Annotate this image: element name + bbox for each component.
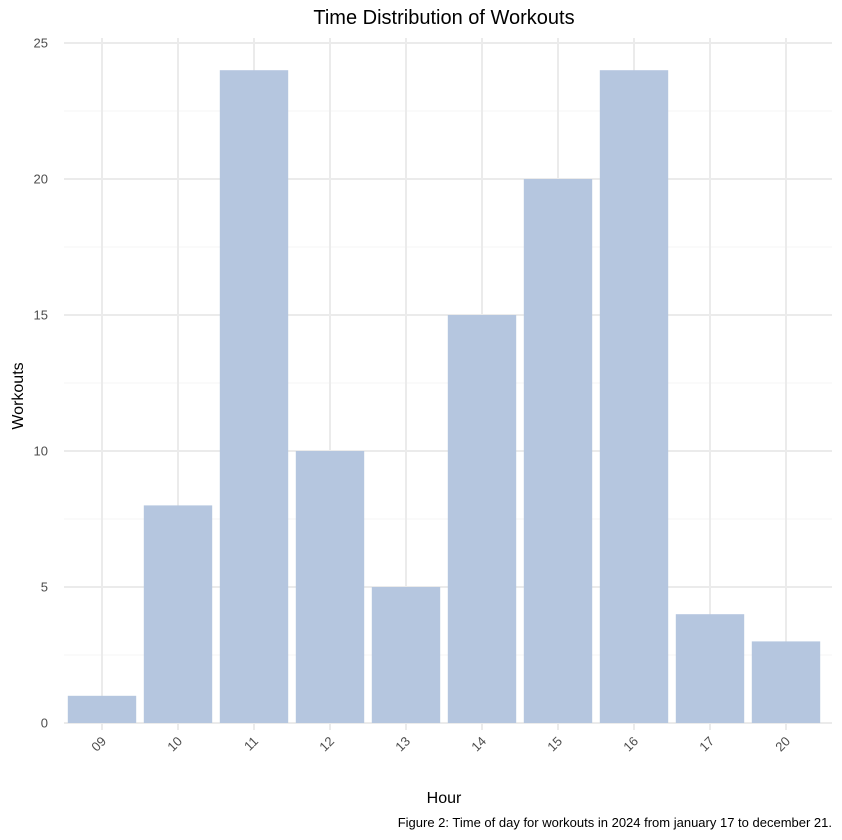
y-tick-label: 5: [41, 580, 48, 595]
bar-13: [371, 587, 441, 723]
x-axis-title: Hour: [427, 790, 462, 807]
y-tick-label: 20: [34, 172, 48, 187]
bar-15: [523, 179, 593, 723]
x-tick-label: 11: [241, 734, 261, 754]
bar-17: [675, 614, 745, 723]
x-tick-label: 13: [392, 734, 413, 755]
y-axis-title: Workouts: [10, 362, 27, 429]
x-tick-label: 09: [88, 734, 109, 755]
bar-16: [599, 70, 669, 723]
x-tick-label: 15: [544, 734, 565, 755]
y-axis-ticks: 0 5 10 15 20 25: [34, 36, 48, 731]
x-tick-label: 17: [696, 734, 717, 755]
y-tick-label: 25: [34, 36, 48, 51]
x-tick-label: 16: [620, 734, 641, 755]
x-tick-label: 20: [772, 734, 793, 755]
bar-20: [751, 641, 821, 723]
y-tick-label: 15: [34, 308, 48, 323]
bar-12: [295, 451, 365, 723]
x-tick-label: 10: [164, 734, 185, 755]
figure-caption: Figure 2: Time of day for workouts in 20…: [398, 815, 832, 830]
x-tick-label: 14: [468, 734, 489, 755]
chart-title: Time Distribution of Workouts: [313, 7, 574, 29]
bar-14: [447, 315, 517, 723]
x-tick-label: 12: [316, 734, 337, 755]
bar-11: [219, 70, 289, 723]
bar-10: [143, 505, 213, 723]
bar-layer: [67, 70, 821, 723]
y-tick-label: 0: [41, 716, 48, 731]
bar-09: [67, 695, 137, 723]
x-axis-ticks: 09 10 11 12 13 14 15 16 17 20: [88, 734, 793, 755]
y-tick-label: 10: [34, 444, 48, 459]
